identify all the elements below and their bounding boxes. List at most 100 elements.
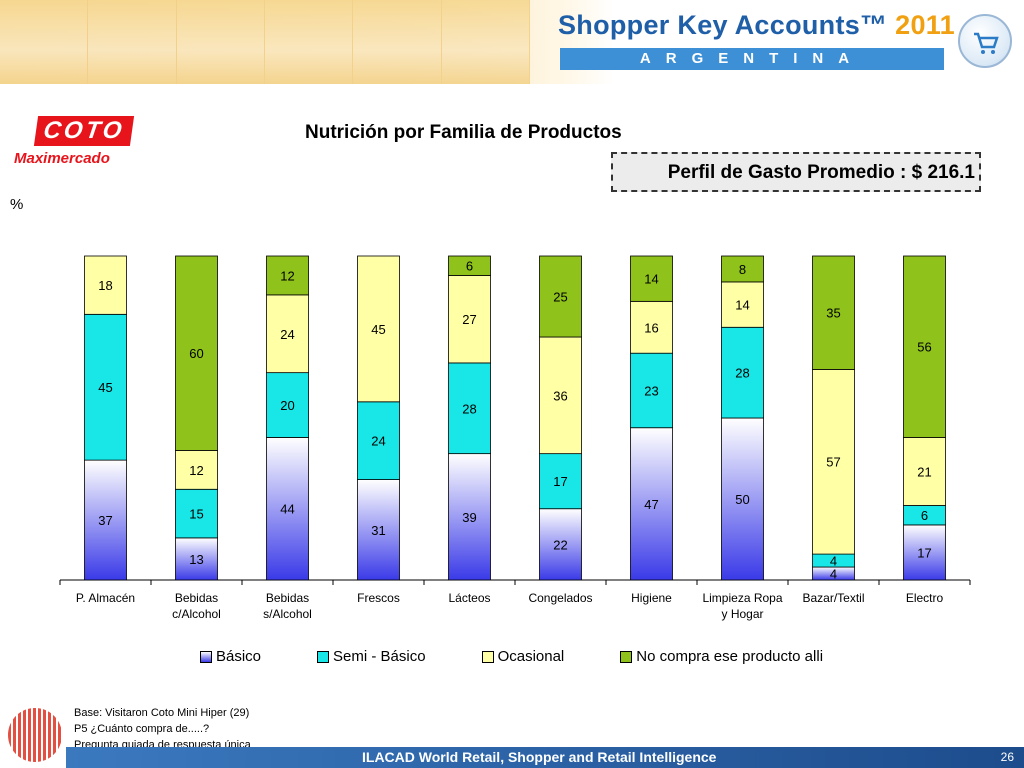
data-label: 60	[189, 346, 203, 361]
data-label: 18	[98, 278, 112, 293]
bar-segment	[84, 459, 127, 581]
legend-label-no-compra: No compra ese producto alli	[636, 648, 824, 665]
country-label: ARGENTINA	[560, 48, 944, 70]
data-label: 25	[553, 290, 567, 305]
bar-segment	[84, 255, 127, 315]
bar-segment	[357, 401, 400, 480]
y-axis-unit-label: %	[10, 196, 24, 213]
data-label: 15	[189, 507, 203, 522]
data-label: 35	[826, 306, 840, 321]
data-label: 45	[98, 380, 112, 395]
footnotes: Base: Visitaron Coto Mini Hiper (29) P5 …	[74, 705, 251, 753]
data-label: 20	[280, 398, 294, 413]
data-label: 23	[644, 383, 658, 398]
legend-item-ocasional: Ocasional	[481, 648, 564, 665]
chart-title: Nutrición por Familia de Productos	[305, 122, 622, 143]
bar-segment	[812, 255, 855, 370]
bar-segment	[721, 417, 764, 581]
x-tick-label: Electro	[906, 591, 944, 605]
bar-segment	[903, 524, 946, 581]
bar-segment	[630, 427, 673, 581]
data-label: 17	[917, 545, 931, 560]
shopping-cart-icon	[958, 14, 1012, 68]
bar-segment	[812, 368, 855, 555]
data-label: 24	[371, 434, 385, 449]
legend-label-basico: Básico	[216, 648, 262, 665]
x-tick-label: Higiene	[631, 591, 672, 605]
legend-swatch-semi-basico	[317, 650, 330, 663]
x-tick-label: Limpieza Ropa	[702, 591, 782, 605]
bar-segment	[721, 255, 764, 283]
data-label: 16	[644, 320, 658, 335]
x-tick-label: y Hogar	[721, 607, 763, 621]
data-label: 21	[917, 464, 931, 479]
bar-segment	[175, 488, 218, 539]
data-label: 24	[280, 327, 294, 342]
data-label: 4	[830, 554, 837, 569]
bar-segment	[721, 281, 764, 328]
legend-swatch-no-compra	[620, 650, 633, 663]
brand-title: Shopper Key Accounts™ 2011	[558, 10, 955, 41]
data-label: 39	[462, 510, 476, 525]
legend-label-semi-basico: Semi - Básico	[333, 648, 426, 665]
data-label: 57	[826, 455, 840, 470]
footer-bar: ILACAD World Retail, Shopper and Retail …	[66, 747, 1024, 768]
data-label: 8	[739, 262, 746, 277]
header-photo-strip	[0, 0, 530, 84]
brand-main: Shopper Key Accounts™	[558, 10, 888, 40]
data-label: 47	[644, 497, 658, 512]
bar-segment	[266, 294, 309, 374]
bar-segment	[903, 437, 946, 506]
x-tick-label: Congelados	[528, 591, 592, 605]
bar-segment	[448, 453, 491, 581]
bar-segment	[539, 453, 582, 510]
data-label: 14	[644, 272, 658, 287]
data-label: 36	[553, 388, 567, 403]
data-label: 45	[371, 322, 385, 337]
data-label: 28	[462, 401, 476, 416]
data-label: 50	[735, 492, 749, 507]
bar-segment	[266, 437, 309, 581]
data-label: 13	[189, 552, 203, 567]
bar-segment	[539, 255, 582, 338]
legend-swatch-ocasional	[481, 650, 494, 663]
header-banner: Shopper Key Accounts™ 2011 ARGENTINA	[0, 0, 1024, 84]
x-tick-label: Frescos	[357, 591, 400, 605]
data-label: 28	[735, 366, 749, 381]
footnote-question: P5 ¿Cuánto compra de.....?	[74, 723, 210, 735]
bar-segment	[357, 255, 400, 403]
bar-segment	[357, 479, 400, 581]
legend-swatch-basico	[200, 650, 212, 663]
data-label: 37	[98, 513, 112, 528]
footnote-base: Base: Visitaron Coto Mini Hiper (29)	[74, 707, 250, 719]
footer-text: ILACAD World Retail, Shopper and Retail …	[362, 749, 717, 765]
bar-segment	[903, 255, 946, 438]
x-tick-label: P. Almacén	[76, 591, 135, 605]
coto-logo: COTO	[33, 116, 135, 146]
data-label: 6	[466, 259, 473, 274]
data-label: 31	[371, 523, 385, 538]
data-label: 27	[462, 312, 476, 327]
bar-segment	[539, 336, 582, 455]
legend-item-basico: Básico	[200, 648, 261, 665]
bar-segment	[448, 362, 491, 455]
data-label: 4	[830, 567, 837, 582]
ilacad-logo	[8, 708, 62, 762]
data-label: 44	[280, 502, 294, 517]
x-tick-label: Bebidas	[175, 591, 218, 605]
page-number: 26	[1000, 750, 1014, 764]
x-tick-label: s/Alcohol	[263, 607, 312, 621]
legend-item-no-compra: No compra ese producto alli	[620, 648, 823, 665]
legend-item-semi-basico: Semi - Básico	[317, 648, 426, 665]
data-label: 12	[280, 268, 294, 283]
bar-segment	[266, 255, 309, 296]
brand-year: 2011	[895, 10, 955, 40]
chart-subtitle: Perfil de Gasto Promedio : $ 216.1	[611, 152, 981, 192]
bar-segment	[175, 449, 218, 490]
stacked-bar-chart: 37 45 18 P. Almacén 13 15 12 60 Bebidas c/Alcohol…	[59, 255, 971, 621]
data-label: 6	[921, 508, 928, 523]
bar-segment	[448, 255, 491, 276]
bar-segment	[448, 275, 491, 364]
x-tick-label: Bebidas	[266, 591, 309, 605]
data-label: 22	[553, 537, 567, 552]
